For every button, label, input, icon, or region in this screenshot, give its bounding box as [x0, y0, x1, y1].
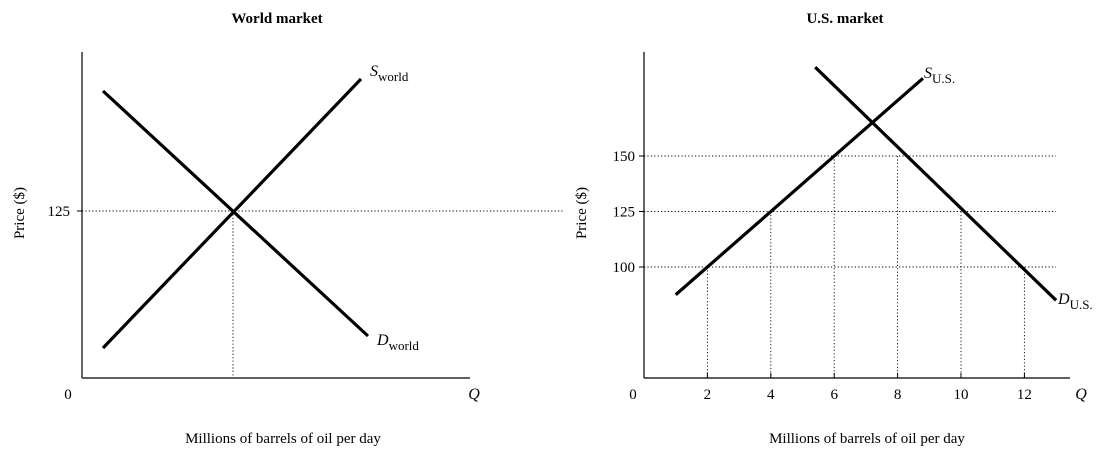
us-guide-lines	[644, 155, 1056, 378]
us-x-tick-label-4: 4	[767, 387, 775, 403]
us-x-axis-label: Millions of barrels of oil per day	[769, 431, 965, 447]
us-x-tick-label-10: 10	[954, 387, 969, 403]
us-curves	[674, 66, 1058, 302]
us-chart-title: U.S. market	[806, 11, 883, 27]
us-y-ticks: 100 125 150	[613, 149, 644, 276]
world-supply-label: Sworld	[370, 63, 409, 84]
world-demand-label: Dworld	[376, 332, 419, 353]
world-q-label: Q	[468, 386, 480, 403]
world-x-axis-label: Millions of barrels of oil per day	[185, 431, 381, 447]
us-y-tick-label-125: 125	[613, 205, 636, 221]
us-x-tick-label-6: 6	[830, 387, 838, 403]
world-chart-title: World market	[231, 11, 322, 27]
world-origin-label: 0	[64, 387, 72, 403]
us-origin-label: 0	[629, 387, 637, 403]
world-supply-curve	[101, 77, 363, 350]
world-y-tick-label-125: 125	[48, 204, 71, 220]
us-demand-curve	[814, 66, 1058, 302]
us-q-label: Q	[1075, 386, 1087, 403]
us-x-ticks: 2 4 6 8 10 12	[704, 373, 1032, 403]
world-market-panel: World market Price ($) Millions of barre…	[12, 11, 563, 447]
world-demand-curve	[101, 89, 370, 338]
us-y-tick-label-100: 100	[613, 260, 636, 276]
us-x-tick-label-12: 12	[1017, 387, 1032, 403]
us-x-tick-label-2: 2	[704, 387, 712, 403]
us-y-axis-label: Price ($)	[574, 187, 590, 239]
world-y-axis-label: Price ($)	[12, 187, 28, 239]
us-supply-curve	[674, 77, 925, 296]
us-demand-label: DU.S.	[1057, 291, 1093, 312]
us-y-tick-label-150: 150	[613, 149, 636, 165]
us-x-tick-label-8: 8	[894, 387, 902, 403]
us-market-panel: U.S. market Price ($) Millions of barrel…	[574, 11, 1093, 447]
us-supply-label: SU.S.	[924, 65, 955, 86]
